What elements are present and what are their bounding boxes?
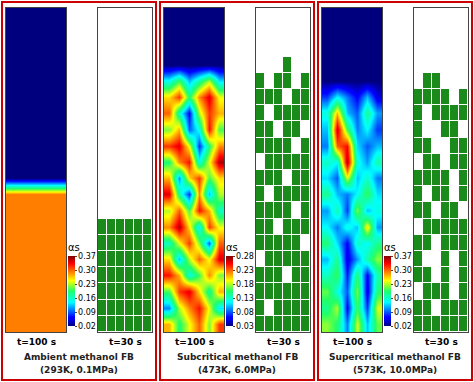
svg-text:0.02: 0.02 [78, 322, 96, 331]
svg-text:0.23: 0.23 [394, 280, 412, 289]
svg-text:Ambient methanol FB: Ambient methanol FB [24, 352, 134, 362]
svg-text:αs: αs [68, 242, 80, 253]
svg-text:0.03: 0.03 [236, 322, 254, 331]
svg-text:t=100 s: t=100 s [333, 337, 372, 347]
svg-text:t=100 s: t=100 s [17, 337, 56, 347]
svg-text:(293K, 0.1MPa): (293K, 0.1MPa) [40, 365, 118, 375]
svg-text:0.18: 0.18 [236, 280, 254, 289]
svg-text:0.37: 0.37 [394, 252, 412, 261]
svg-text:αs: αs [384, 242, 396, 253]
svg-text:0.13: 0.13 [236, 294, 254, 303]
svg-text:0.08: 0.08 [236, 308, 254, 317]
svg-text:0.23: 0.23 [236, 266, 254, 275]
svg-text:0.30: 0.30 [394, 266, 412, 275]
svg-text:0.16: 0.16 [394, 294, 412, 303]
svg-text:0.09: 0.09 [78, 308, 96, 317]
svg-text:Supercritical methanol FB: Supercritical methanol FB [329, 352, 461, 362]
svg-text:Subcritical methanol FB: Subcritical methanol FB [177, 352, 298, 362]
svg-text:0.16: 0.16 [78, 294, 96, 303]
svg-text:αs: αs [226, 242, 238, 253]
svg-text:0.30: 0.30 [78, 266, 96, 275]
svg-text:0.02: 0.02 [394, 322, 412, 331]
svg-text:0.09: 0.09 [394, 308, 412, 317]
svg-text:(473K, 6.0MPa): (473K, 6.0MPa) [198, 365, 276, 375]
svg-text:(573K, 10.0MPa): (573K, 10.0MPa) [353, 365, 437, 375]
svg-text:0.23: 0.23 [78, 280, 96, 289]
svg-text:0.37: 0.37 [78, 252, 96, 261]
svg-text:t=30 s: t=30 s [267, 337, 300, 347]
svg-text:0.28: 0.28 [236, 252, 254, 261]
svg-text:t=30 s: t=30 s [109, 337, 142, 347]
svg-text:t=30 s: t=30 s [425, 337, 458, 347]
svg-text:t=100 s: t=100 s [175, 337, 214, 347]
